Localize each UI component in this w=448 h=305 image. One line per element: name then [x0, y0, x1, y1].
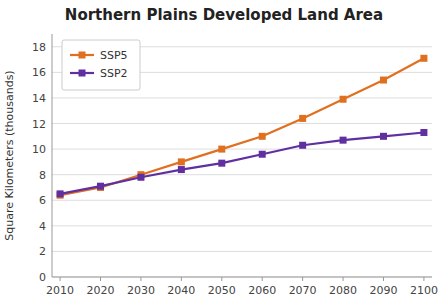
point	[420, 55, 427, 62]
legend-marker	[79, 70, 86, 77]
point	[97, 183, 104, 190]
x-tick-label: 2060	[248, 284, 276, 297]
point	[380, 133, 387, 140]
y-tick-label: 18	[32, 41, 46, 54]
x-axis-line	[52, 277, 432, 278]
y-tick-label: 6	[39, 194, 46, 207]
point	[218, 160, 225, 167]
grid-line	[52, 251, 432, 252]
legend-box	[62, 40, 140, 90]
point	[340, 96, 347, 103]
x-tick	[181, 277, 182, 281]
y-tick-label: 4	[39, 220, 46, 233]
point	[178, 158, 185, 165]
y-tick-label: 12	[32, 118, 46, 131]
x-tick-label: 2030	[127, 284, 155, 297]
grid-line	[52, 225, 432, 226]
y-axis-line	[52, 34, 53, 277]
grid-line	[52, 97, 432, 98]
series-line	[60, 132, 424, 193]
x-tick-label: 2070	[289, 284, 317, 297]
x-tick-label: 2050	[208, 284, 236, 297]
point	[299, 115, 306, 122]
x-tick	[423, 277, 424, 281]
y-tick-label: 14	[32, 92, 46, 105]
x-tick	[221, 277, 222, 281]
y-tick-label: 8	[39, 169, 46, 182]
point	[299, 142, 306, 149]
legend-label: SSP2	[100, 67, 128, 80]
x-tick	[383, 277, 384, 281]
x-tick	[100, 277, 101, 281]
y-tick-label: 0	[39, 271, 46, 284]
x-tick	[262, 277, 263, 281]
x-tick	[140, 277, 141, 281]
grid-line	[52, 277, 432, 278]
point	[57, 190, 64, 197]
point	[178, 166, 185, 173]
grid-line	[52, 123, 432, 124]
grid-line	[52, 174, 432, 175]
chart: Northern Plains Developed Land Area Squar…	[0, 0, 448, 305]
x-tick	[302, 277, 303, 281]
x-tick	[60, 277, 61, 281]
x-tick-label: 2090	[369, 284, 397, 297]
point	[259, 151, 266, 158]
legend-marker	[79, 52, 86, 59]
legend: SSP5 SSP2	[62, 40, 140, 90]
grid-line	[52, 200, 432, 201]
point	[340, 137, 347, 144]
point	[259, 133, 266, 140]
y-tick-label: 10	[32, 143, 46, 156]
point	[420, 129, 427, 136]
x-tick-label: 2080	[329, 284, 357, 297]
x-tick-label: 2040	[167, 284, 195, 297]
series-line	[60, 58, 424, 195]
y-tick-label: 2	[39, 245, 46, 258]
y-tick-label: 16	[32, 66, 46, 79]
title: Northern Plains Developed Land Area	[65, 6, 383, 24]
point	[380, 77, 387, 84]
x-tick	[343, 277, 344, 281]
legend-label: SSP5	[100, 49, 128, 62]
grid-line	[52, 149, 432, 150]
x-tick-label: 2020	[87, 284, 115, 297]
x-tick-label: 2100	[410, 284, 438, 297]
x-tick-label: 2010	[46, 284, 74, 297]
y-axis-label: Square Kilometers (thousands)	[3, 70, 16, 240]
point	[218, 146, 225, 153]
point	[137, 174, 144, 181]
plot-area	[57, 55, 428, 199]
